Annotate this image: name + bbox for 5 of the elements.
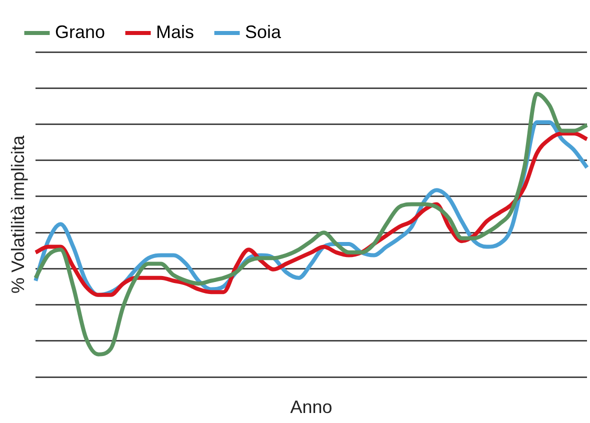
- legend-label: Grano: [55, 22, 106, 42]
- legend-label: Soia: [245, 22, 282, 42]
- x-axis-title: Anno: [290, 397, 332, 418]
- legend-label: Mais: [156, 22, 194, 42]
- y-axis-title: % Volatilità implicita: [8, 134, 28, 294]
